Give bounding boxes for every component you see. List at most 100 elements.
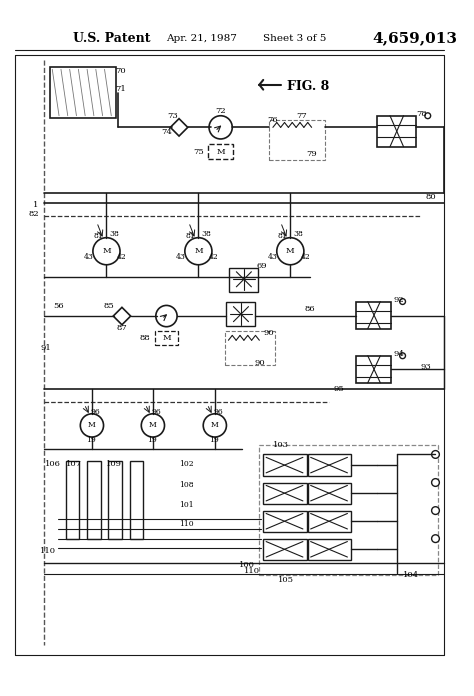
Text: 93: 93: [420, 363, 431, 372]
Text: 96: 96: [214, 408, 224, 416]
Bar: [229, 268, 258, 292]
Text: 19: 19: [86, 436, 96, 444]
Circle shape: [432, 535, 439, 542]
Text: 107: 107: [65, 460, 82, 468]
Text: 101: 101: [180, 501, 194, 509]
Circle shape: [141, 414, 164, 437]
Text: 42: 42: [209, 253, 219, 261]
Bar: [50, 68, 116, 118]
Text: 81: 81: [186, 232, 195, 239]
Text: 4,659,013: 4,659,013: [373, 31, 457, 45]
Text: 90: 90: [254, 358, 264, 367]
Circle shape: [203, 414, 227, 437]
Text: 77: 77: [297, 112, 307, 120]
Text: 42: 42: [117, 253, 127, 261]
Circle shape: [277, 237, 304, 264]
Text: M: M: [162, 334, 171, 342]
Text: M: M: [194, 247, 203, 255]
Text: 80: 80: [425, 193, 436, 201]
Text: U.S. Patent: U.S. Patent: [73, 32, 150, 45]
Text: 92: 92: [393, 296, 404, 303]
Text: 56: 56: [53, 302, 64, 310]
Text: 75: 75: [193, 148, 204, 155]
Bar: [308, 482, 351, 504]
Text: 108: 108: [180, 482, 194, 489]
Circle shape: [400, 299, 405, 304]
Text: 104: 104: [403, 571, 419, 580]
Circle shape: [93, 237, 120, 264]
Text: 90: 90: [264, 329, 274, 336]
Bar: [263, 454, 307, 476]
Bar: [269, 120, 325, 160]
Bar: [109, 461, 122, 539]
Text: 38: 38: [293, 230, 303, 238]
Text: M: M: [149, 421, 157, 429]
Text: 72: 72: [215, 107, 226, 115]
Bar: [308, 539, 351, 560]
Bar: [377, 116, 416, 147]
Text: 103: 103: [273, 441, 289, 449]
Text: 105: 105: [277, 576, 293, 584]
Text: 38: 38: [109, 230, 119, 238]
Text: 78: 78: [417, 110, 428, 118]
Text: 73: 73: [167, 112, 178, 120]
Text: M: M: [286, 247, 295, 255]
Text: 76: 76: [268, 116, 278, 124]
Circle shape: [432, 507, 439, 514]
Text: 43: 43: [268, 253, 278, 261]
Text: 95: 95: [333, 385, 344, 393]
Text: 43: 43: [176, 253, 186, 261]
Circle shape: [432, 450, 439, 459]
Bar: [227, 301, 255, 326]
Text: 86: 86: [304, 306, 315, 313]
Text: 100: 100: [239, 561, 255, 569]
Text: 74: 74: [161, 128, 172, 136]
Bar: [356, 301, 391, 329]
Text: 1: 1: [33, 200, 39, 209]
Text: 81: 81: [94, 232, 104, 239]
Circle shape: [185, 237, 212, 264]
Text: 43: 43: [84, 253, 94, 261]
Text: 42: 42: [301, 253, 310, 261]
Text: 110: 110: [244, 567, 260, 575]
Circle shape: [432, 479, 439, 487]
Text: 87: 87: [117, 324, 128, 332]
Text: Sheet 3 of 5: Sheet 3 of 5: [263, 34, 327, 43]
Text: FIG. 8: FIG. 8: [287, 80, 329, 93]
Bar: [225, 331, 275, 365]
Bar: [356, 356, 391, 383]
Bar: [208, 144, 233, 159]
Text: 91: 91: [40, 344, 51, 352]
Text: 110: 110: [40, 547, 56, 555]
Text: 70: 70: [116, 68, 126, 75]
Text: M: M: [211, 421, 219, 429]
Text: 69: 69: [257, 262, 268, 270]
Circle shape: [400, 353, 405, 358]
Text: M: M: [216, 148, 225, 155]
Bar: [308, 511, 351, 532]
Bar: [66, 461, 79, 539]
Circle shape: [156, 306, 177, 326]
Text: 79: 79: [306, 150, 317, 159]
Polygon shape: [170, 118, 188, 136]
Text: 88: 88: [140, 334, 151, 342]
Text: 110: 110: [180, 520, 194, 528]
Bar: [263, 539, 307, 560]
Text: 71: 71: [116, 85, 127, 93]
Bar: [308, 454, 351, 476]
Text: 19: 19: [209, 436, 219, 444]
Text: 102: 102: [180, 460, 194, 468]
Bar: [259, 445, 438, 576]
Bar: [263, 482, 307, 504]
Bar: [263, 511, 307, 532]
Text: 96: 96: [91, 408, 100, 416]
Text: 94: 94: [393, 350, 404, 358]
Text: M: M: [88, 421, 96, 429]
Text: 81: 81: [278, 232, 287, 239]
Bar: [87, 461, 100, 539]
Circle shape: [80, 414, 103, 437]
Text: 82: 82: [28, 210, 39, 219]
Text: 38: 38: [201, 230, 211, 238]
Text: 96: 96: [152, 408, 162, 416]
Bar: [130, 461, 143, 539]
